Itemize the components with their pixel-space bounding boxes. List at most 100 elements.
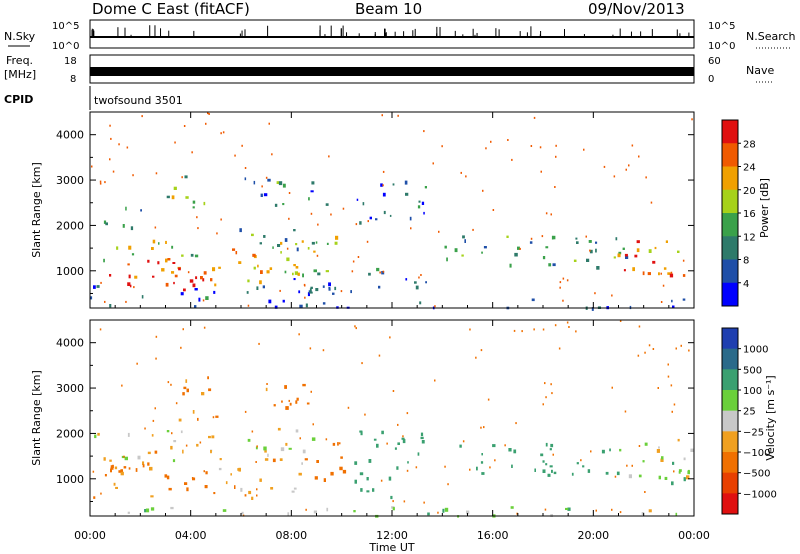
y-tick-label: 4000 (56, 337, 84, 350)
data-cell (309, 291, 313, 294)
colorbar-band (722, 431, 738, 453)
noise-cell (483, 426, 485, 429)
noise-cell (644, 491, 646, 493)
data-cell (192, 283, 196, 288)
data-cell (313, 250, 316, 253)
data-cell (310, 286, 313, 289)
data-cell (267, 453, 269, 457)
data-cell (173, 440, 177, 443)
noise-cell (614, 475, 617, 478)
data-cell (120, 471, 124, 476)
data-cell (552, 263, 556, 267)
noise-cell (465, 175, 467, 178)
noise-cell (410, 227, 412, 230)
data-cell (301, 240, 304, 243)
data-cell (295, 429, 299, 433)
data-cell (618, 251, 622, 255)
nsky-label: N.Sky (4, 30, 36, 43)
noise-cell (619, 511, 622, 514)
data-cell (128, 467, 131, 470)
data-cell (378, 285, 381, 289)
data-cell (588, 240, 592, 243)
data-cell (185, 379, 188, 383)
data-cell (360, 488, 363, 492)
data-cell (675, 512, 678, 516)
data-cell (625, 255, 629, 259)
noise-cell (244, 167, 247, 169)
data-cell (390, 495, 393, 500)
data-cell (660, 458, 664, 462)
data-cell (376, 267, 380, 272)
data-cell (513, 449, 517, 454)
data-cell (282, 299, 285, 303)
data-cell (652, 260, 656, 264)
data-cell (115, 486, 118, 489)
data-cell (183, 386, 187, 390)
data-cell (116, 246, 119, 250)
data-cell (492, 444, 496, 448)
noise-cell (268, 122, 270, 125)
data-cell (307, 292, 310, 297)
data-cell (309, 288, 312, 292)
data-cell (272, 246, 274, 249)
data-cell (315, 288, 319, 292)
noise-cell (418, 276, 420, 279)
data-cell (359, 221, 362, 225)
noise-cell (662, 284, 665, 287)
noise-cell (559, 286, 561, 289)
data-cell (407, 461, 409, 464)
data-cell (222, 509, 227, 512)
noise-cell (378, 354, 381, 357)
noise-cell (271, 153, 273, 156)
data-cell (293, 487, 297, 490)
data-cell (240, 487, 243, 492)
noise-cell (415, 466, 418, 469)
noise-cell (352, 260, 355, 263)
noise-cell (619, 320, 622, 322)
data-cell (423, 211, 425, 215)
noise-cell (220, 132, 222, 135)
colorbar-band (722, 259, 738, 284)
data-cell (308, 197, 310, 201)
data-cell (298, 472, 302, 476)
data-cell (510, 506, 514, 509)
noise-cell (540, 170, 542, 173)
data-cell (337, 442, 339, 446)
noise-cell (545, 212, 548, 215)
data-cell (127, 282, 131, 286)
data-cell (189, 279, 194, 283)
y-tick-label: 3000 (56, 174, 84, 187)
noise-cell (494, 459, 496, 462)
data-cell (322, 302, 326, 305)
data-cell (392, 183, 395, 186)
noise-cell (381, 114, 383, 117)
data-cell (282, 203, 285, 206)
noise-cell (513, 329, 516, 332)
data-cell (375, 218, 378, 221)
noise-cell (420, 274, 422, 276)
data-cell (161, 268, 165, 272)
noise-cell (637, 354, 640, 357)
noise-cell (182, 328, 184, 331)
y-tick-label: 4000 (56, 129, 84, 142)
data-cell (272, 458, 276, 463)
data-cell (323, 478, 326, 482)
noise-cell (402, 435, 404, 438)
data-cell (252, 253, 256, 257)
noise-cell (541, 235, 544, 238)
data-cell (218, 467, 222, 471)
data-cell (147, 259, 150, 263)
noise-cell (673, 470, 675, 473)
data-cell (311, 437, 316, 441)
noise-cell (542, 403, 544, 406)
data-cell (134, 275, 138, 279)
data-cell (281, 400, 283, 403)
colorbar-tick-label: 8 (743, 256, 749, 267)
data-cell (565, 507, 569, 510)
data-cell (112, 464, 114, 469)
noise-cell (511, 158, 513, 161)
noise-cell (298, 333, 300, 336)
data-cell (259, 280, 262, 285)
noise-cell (611, 386, 613, 389)
data-cell (421, 201, 425, 205)
